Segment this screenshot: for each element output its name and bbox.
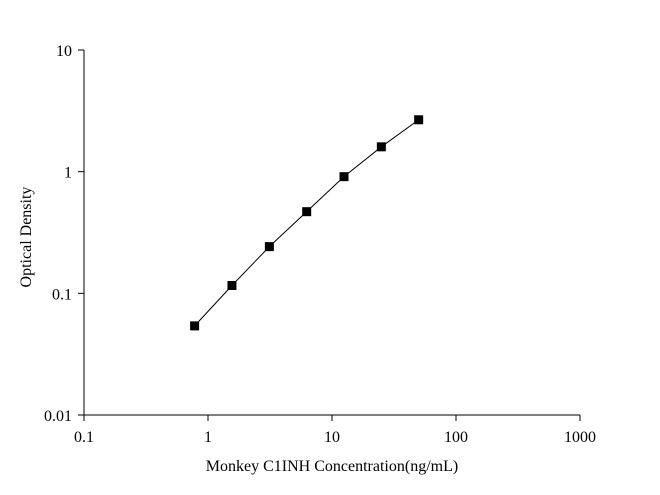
data-point xyxy=(414,115,424,125)
data-point xyxy=(302,207,312,217)
x-axis-title: Monkey C1INH Concentration(ng/mL) xyxy=(206,458,458,475)
x-tick-label: 10 xyxy=(324,429,340,446)
y-tick-label: 0.1 xyxy=(52,286,72,303)
data-point xyxy=(190,321,200,331)
data-point xyxy=(264,242,274,252)
x-tick-label: 1000 xyxy=(564,429,596,446)
x-tick-label: 0.1 xyxy=(74,429,94,446)
y-axis-title: Optical Density xyxy=(18,187,35,288)
x-tick-label: 100 xyxy=(444,429,468,446)
y-tick-label: 0.01 xyxy=(44,408,72,425)
data-point xyxy=(376,142,386,152)
x-tick-label: 1 xyxy=(204,429,212,446)
y-tick-label: 10 xyxy=(56,43,72,60)
y-tick-label: 1 xyxy=(64,165,72,182)
data-point xyxy=(339,172,349,182)
data-point xyxy=(227,280,237,290)
